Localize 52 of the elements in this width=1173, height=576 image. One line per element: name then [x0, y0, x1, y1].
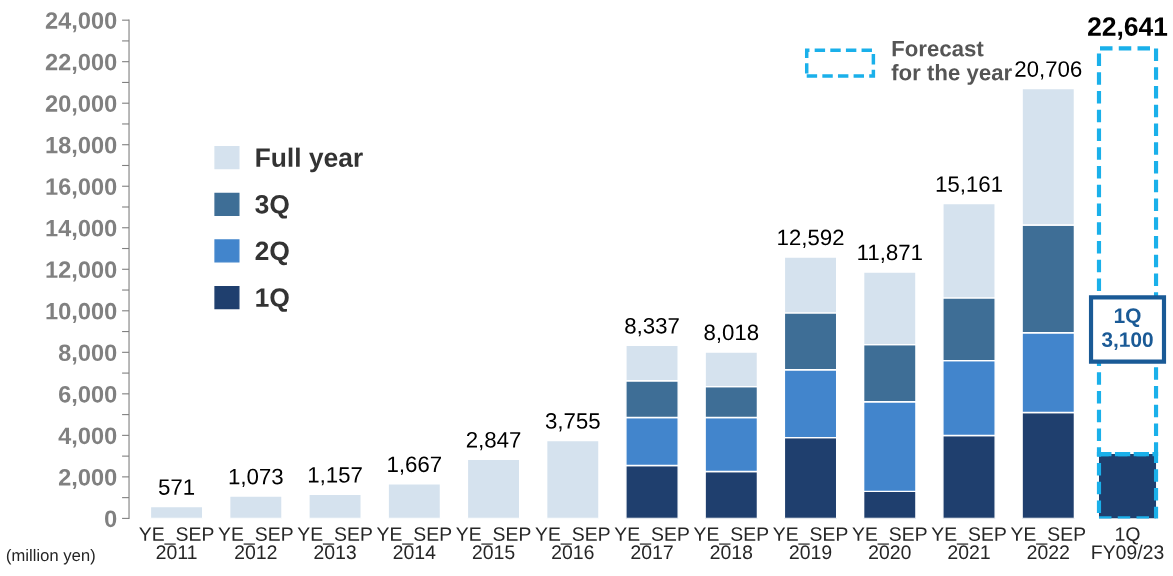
y-tick-label: 24,000	[45, 12, 117, 33]
annotation: 1Q 3,100	[1101, 308, 1153, 351]
total-label: 1,667	[388, 456, 441, 475]
total-label: 20,706	[1015, 61, 1082, 80]
y-tick-label: 14,000	[46, 219, 117, 240]
x-tick-label: YE_SEP 2013	[297, 527, 372, 560]
legend-label: 2Q	[255, 241, 289, 266]
total-label: 1,073	[229, 468, 283, 488]
bar	[308, 493, 362, 519]
x-tick-label: YE_SEP 2011	[139, 527, 214, 560]
y-tick-label: 4,000	[58, 427, 117, 448]
x-tick-label: YE_SEP 2020	[852, 527, 927, 560]
y-tick-label: 6,000	[59, 385, 117, 407]
bar	[545, 439, 600, 519]
total-label: 22,641	[1088, 17, 1168, 40]
x-tick-label: 1Q FY09/23	[1092, 527, 1164, 560]
x-tick-label: YE_SEP 2018	[693, 527, 769, 560]
bar	[228, 495, 283, 519]
legend-label: 1Q	[256, 288, 289, 312]
total-label: 2,847	[466, 431, 521, 451]
x-tick-label: YE_SEP 2015	[456, 527, 531, 560]
y-tick-label: 2,000	[58, 468, 117, 490]
x-tick-label: YE_SEP 2012	[218, 527, 293, 560]
x-tick-label: YE_SEP 2017	[614, 527, 689, 560]
total-label: 8,018	[704, 324, 759, 343]
legend-label: Full year	[256, 147, 363, 173]
x-tick-label: YE_SEP 2014	[376, 527, 452, 560]
x-tick-label: YE_SEP 2016	[535, 527, 610, 560]
x-tick-label: YE_SEP 2021	[931, 527, 1006, 560]
legend-label: 3Q	[255, 194, 289, 219]
bar	[149, 505, 204, 519]
y-tick-label: 20,000	[45, 95, 117, 116]
y-tick-label: 10,000	[46, 302, 117, 324]
y-tick-label: 0	[105, 510, 117, 528]
total-label: 3,755	[545, 413, 600, 432]
total-label: 1,157	[308, 467, 362, 486]
x-tick-label: YE_SEP 2022	[1010, 527, 1086, 560]
y-tick-label: 22,000	[45, 53, 117, 74]
bar	[466, 458, 521, 519]
legend-label: Forecast for the year	[891, 40, 1012, 85]
y-tick-label: 12,000	[46, 261, 117, 282]
text: (million yen)	[6, 548, 95, 565]
total-label: 571	[158, 479, 195, 495]
total-label: 12,592	[778, 229, 844, 248]
total-label: 15,161	[936, 176, 1002, 195]
y-tick-label: 8,000	[58, 344, 117, 365]
y-tick-label: 18,000	[46, 136, 117, 157]
x-tick-label: YE_SEP 2019	[773, 527, 848, 560]
total-label: 11,871	[858, 244, 922, 263]
bar	[387, 483, 442, 519]
y-tick-label: 16,000	[46, 178, 117, 199]
total-label: 8,337	[625, 317, 679, 337]
